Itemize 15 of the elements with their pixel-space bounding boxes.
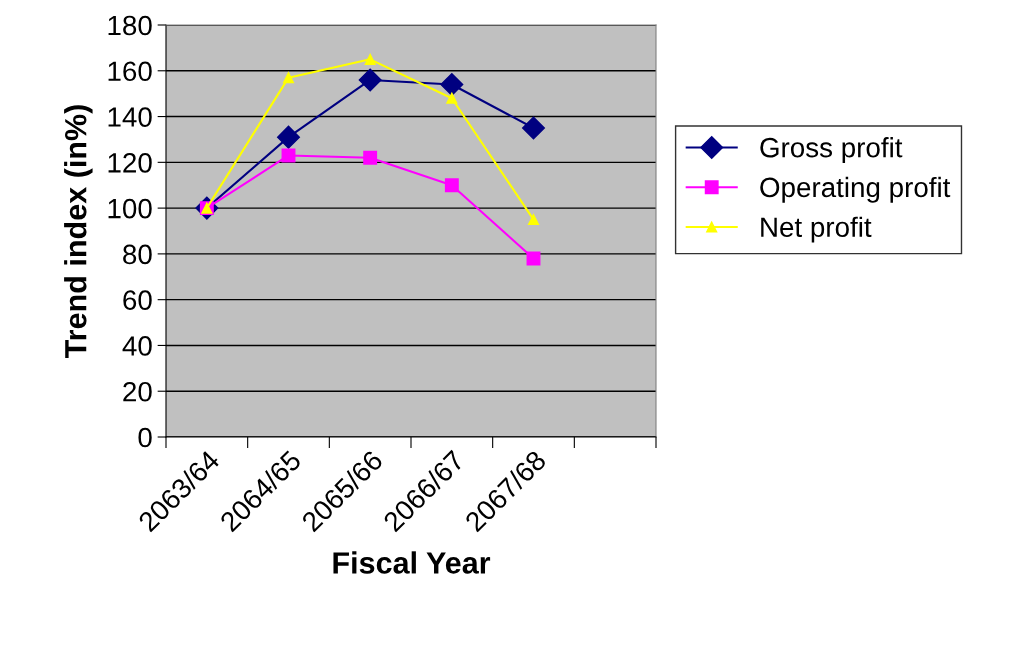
y-tick-label: 140 <box>108 107 152 127</box>
legend-label: Net profit <box>761 216 872 243</box>
y-tick-label: 120 <box>108 153 152 173</box>
y-tick-label: 160 <box>108 61 152 82</box>
y-tick-label: 180 <box>108 15 152 36</box>
y-tick-label: 80 <box>123 244 152 265</box>
x-axis-title: Fiscal Year <box>333 551 491 574</box>
y-tick-label: 100 <box>108 198 152 219</box>
y-tick-label: 40 <box>122 336 152 356</box>
y-tick-label: 0 <box>138 427 152 448</box>
legend-label: Operating profit <box>760 176 951 203</box>
legend-label: Gross profit <box>760 137 903 163</box>
y-tick-label: 20 <box>123 381 152 402</box>
y-axis-title: Trend index (in%) <box>64 105 93 358</box>
y-tick-label: 60 <box>123 290 152 311</box>
